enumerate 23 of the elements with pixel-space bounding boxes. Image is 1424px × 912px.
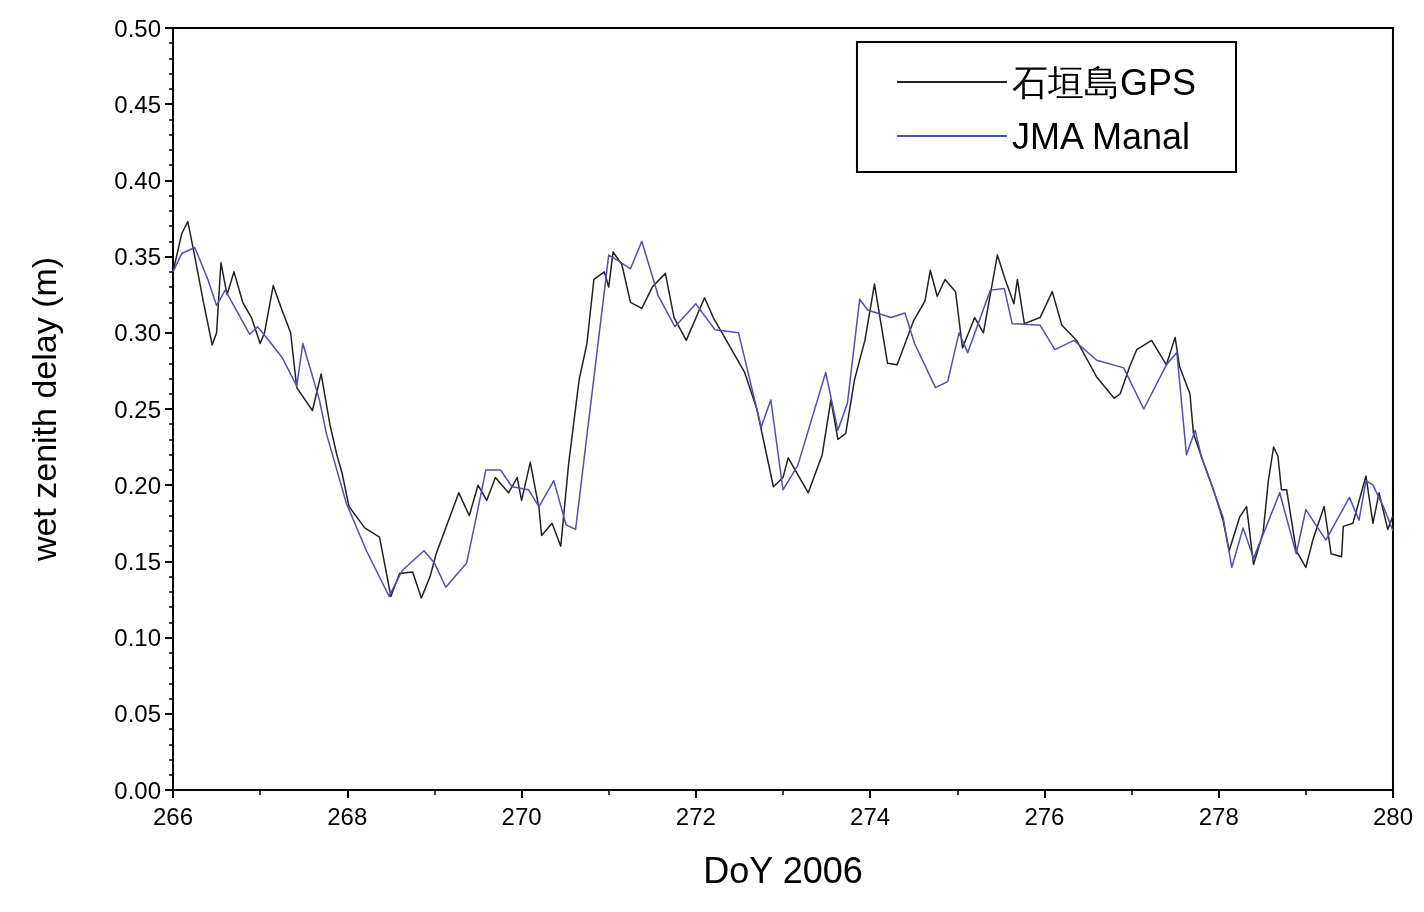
x-tick-label: 266 xyxy=(152,802,194,830)
y-tick-label: 0.10 xyxy=(114,624,161,652)
y-axis-title: wet zenith delay (m) xyxy=(25,256,63,563)
legend-label: JMA Manal xyxy=(1011,115,1191,157)
x-tick-label: 280 xyxy=(1372,802,1413,830)
x-axis-title: DoY 2006 xyxy=(703,849,863,891)
y-tick-label: 0.20 xyxy=(114,471,161,499)
x-tick-label: 276 xyxy=(1024,802,1065,830)
y-tick-label: 0.25 xyxy=(114,395,161,423)
y-tick-label: 0.50 xyxy=(114,14,161,42)
x-tick-label: 278 xyxy=(1198,802,1239,830)
x-tick-label: 270 xyxy=(501,802,542,830)
legend-label: 石垣島GPS xyxy=(1011,61,1197,103)
x-tick-label: 274 xyxy=(850,802,891,830)
y-tick-label: 0.05 xyxy=(114,700,161,728)
x-tick-label: 272 xyxy=(675,802,716,830)
y-tick-label: 0.35 xyxy=(114,243,161,271)
y-tick-label: 0.15 xyxy=(114,547,161,575)
y-tick-label: 0.45 xyxy=(114,90,161,118)
y-tick-label: 0.30 xyxy=(114,319,161,347)
y-tick-label: 0.00 xyxy=(114,776,161,804)
x-tick-label: 268 xyxy=(327,802,368,830)
y-tick-label: 0.40 xyxy=(114,166,161,194)
